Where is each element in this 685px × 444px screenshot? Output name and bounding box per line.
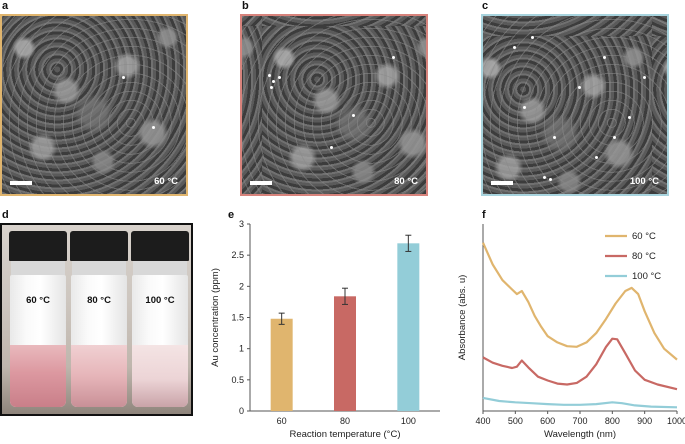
bar-100 bbox=[397, 243, 420, 411]
y-tick-label: 1 bbox=[239, 344, 244, 354]
sem-image-80c: 80 °C bbox=[240, 14, 428, 196]
x-tick-label: 60 bbox=[277, 416, 287, 426]
sem-temperature-label: 80 °C bbox=[394, 176, 418, 187]
series-line-2 bbox=[482, 396, 678, 409]
legend-label-1: 80 °C bbox=[632, 251, 656, 262]
vial-80c: 80 °C bbox=[70, 231, 128, 411]
y-tick-label: 0.5 bbox=[231, 375, 244, 385]
sem-temperature-label: 60 °C bbox=[154, 176, 178, 187]
panel-letter-a: a bbox=[2, 0, 9, 12]
x-tick-label: 700 bbox=[572, 416, 587, 426]
sem-image-60c: 60 °C bbox=[0, 14, 188, 196]
vial-100c: 100 °C bbox=[131, 231, 189, 411]
x-tick-label: 1000 bbox=[667, 416, 685, 426]
vial-label: 60 °C bbox=[26, 295, 50, 306]
sem-image-100c: 100 °C bbox=[481, 14, 669, 196]
panel-letter-b: b bbox=[242, 0, 249, 12]
y-axis-label: Au concentration (ppm) bbox=[210, 268, 221, 367]
x-tick-label: 500 bbox=[508, 416, 523, 426]
line-chart-absorbance: 400 500 600 700 800 900 1000 Wavelength (nm) Abs… bbox=[457, 224, 685, 440]
x-axis-label: Reaction temperature (°C) bbox=[290, 429, 401, 440]
vial-label: 100 °C bbox=[145, 295, 175, 306]
x-axis-label: Wavelength (nm) bbox=[544, 429, 616, 440]
x-tick-label: 800 bbox=[605, 416, 620, 426]
vial-60c: 60 °C bbox=[9, 231, 67, 411]
x-tick-label: 100 bbox=[401, 416, 416, 426]
y-tick-label: 3 bbox=[239, 219, 244, 229]
y-tick-label: 0 bbox=[239, 406, 244, 416]
panel-letter-c: c bbox=[482, 0, 489, 12]
x-tick-label: 80 bbox=[340, 416, 350, 426]
series-line-1 bbox=[482, 337, 678, 391]
sem-temperature-label: 100 °C bbox=[629, 176, 659, 187]
panel-letter-d: d bbox=[2, 209, 9, 221]
scale-bar bbox=[491, 181, 513, 185]
y-tick-label: 2.5 bbox=[231, 250, 244, 260]
x-tick-label: 900 bbox=[637, 416, 652, 426]
legend-label-2: 100 °C bbox=[632, 271, 661, 282]
vial-label: 80 °C bbox=[87, 295, 111, 306]
scale-bar bbox=[10, 181, 32, 185]
series-line-0 bbox=[481, 242, 678, 361]
x-tick-label: 600 bbox=[540, 416, 555, 426]
bar-80 bbox=[334, 296, 356, 411]
scale-bar bbox=[250, 181, 272, 185]
legend-label-0: 60 °C bbox=[632, 231, 656, 242]
x-tick-label: 400 bbox=[475, 416, 490, 426]
y-tick-label: 1.5 bbox=[231, 313, 244, 323]
bar-60 bbox=[270, 318, 293, 411]
panel-letter-f: f bbox=[482, 209, 486, 221]
y-tick-label: 2 bbox=[239, 281, 244, 291]
vials-photograph: 60 °C 80 °C 100 °C bbox=[0, 223, 193, 416]
panel-letter-e: e bbox=[228, 209, 235, 221]
y-axis-label: Absorbance (abs. u) bbox=[457, 275, 468, 361]
